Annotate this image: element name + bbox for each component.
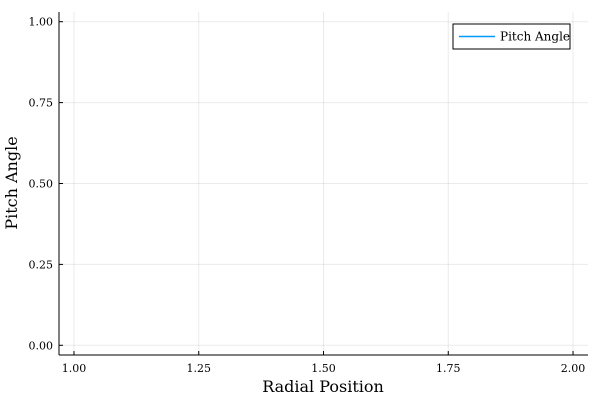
x-tick-label: 1.25 bbox=[186, 362, 211, 375]
x-tick-label: 1.75 bbox=[436, 362, 461, 375]
y-tick-label: 0.75 bbox=[29, 97, 54, 110]
x-tick-label: 2.00 bbox=[561, 362, 586, 375]
ticks: 1.00 1.25 1.50 1.75 2.00 0.00 0.25 0.50 0.75 1.00 bbox=[29, 16, 586, 375]
x-axis-title: Radial Position bbox=[262, 377, 384, 396]
legend: Pitch Angle bbox=[452, 23, 571, 50]
x-tick-label: 1.50 bbox=[311, 362, 336, 375]
x-tick-label: 1.00 bbox=[62, 362, 87, 375]
y-tick-label: 1.00 bbox=[29, 16, 54, 29]
y-tick-label: 0.00 bbox=[29, 339, 54, 352]
y-axis-title: Pitch Angle bbox=[2, 136, 21, 229]
legend-label: Pitch Angle bbox=[500, 30, 570, 44]
y-tick-label: 0.25 bbox=[29, 258, 54, 271]
grid bbox=[59, 12, 588, 355]
y-tick-label: 0.50 bbox=[29, 178, 54, 191]
